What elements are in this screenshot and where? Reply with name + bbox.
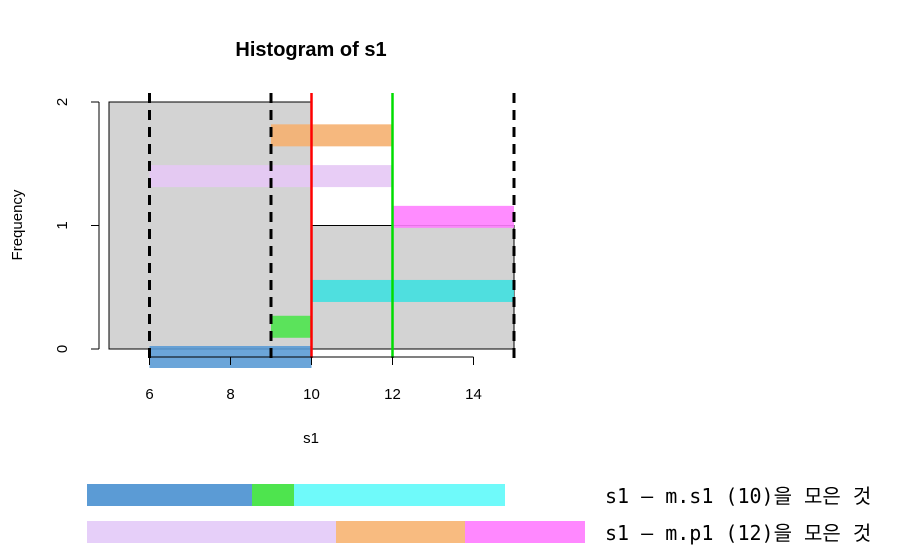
legend-band-segment-0 [87, 484, 253, 506]
y-tick-label-1: 1 [54, 221, 71, 229]
highlight-segment-2 [311, 279, 514, 302]
x-tick-label-1: 8 [226, 386, 234, 403]
x-tick-label-3: 12 [384, 386, 401, 403]
x-tick-label-4: 14 [465, 386, 482, 403]
x-tick-label-2: 10 [303, 386, 320, 403]
highlight-segment-5 [392, 205, 514, 228]
legend-band-segment-2 [465, 521, 586, 543]
highlight-segment-1 [271, 315, 312, 338]
legend-band-segment-0 [87, 521, 337, 543]
x-axis-label: s1 [303, 430, 319, 447]
legend-note-mean: s1 – m.s1 (10)을 모은 것 [605, 484, 872, 508]
legend-band-segment-2 [293, 484, 506, 506]
highlight-segment-4 [271, 124, 393, 147]
y-axis-label: Frequency [9, 189, 26, 260]
x-tick-label-0: 6 [145, 386, 153, 403]
legend-band-segment-1 [336, 521, 466, 543]
chart-title: Histogram of s1 [235, 39, 386, 61]
y-tick-label-0: 0 [54, 345, 71, 353]
highlight-segment-3 [149, 165, 393, 188]
y-tick-label-2: 2 [54, 98, 71, 106]
legend-note-p1: s1 – m.p1 (12)을 모은 것 [605, 521, 872, 545]
legend-band-segment-1 [252, 484, 295, 506]
